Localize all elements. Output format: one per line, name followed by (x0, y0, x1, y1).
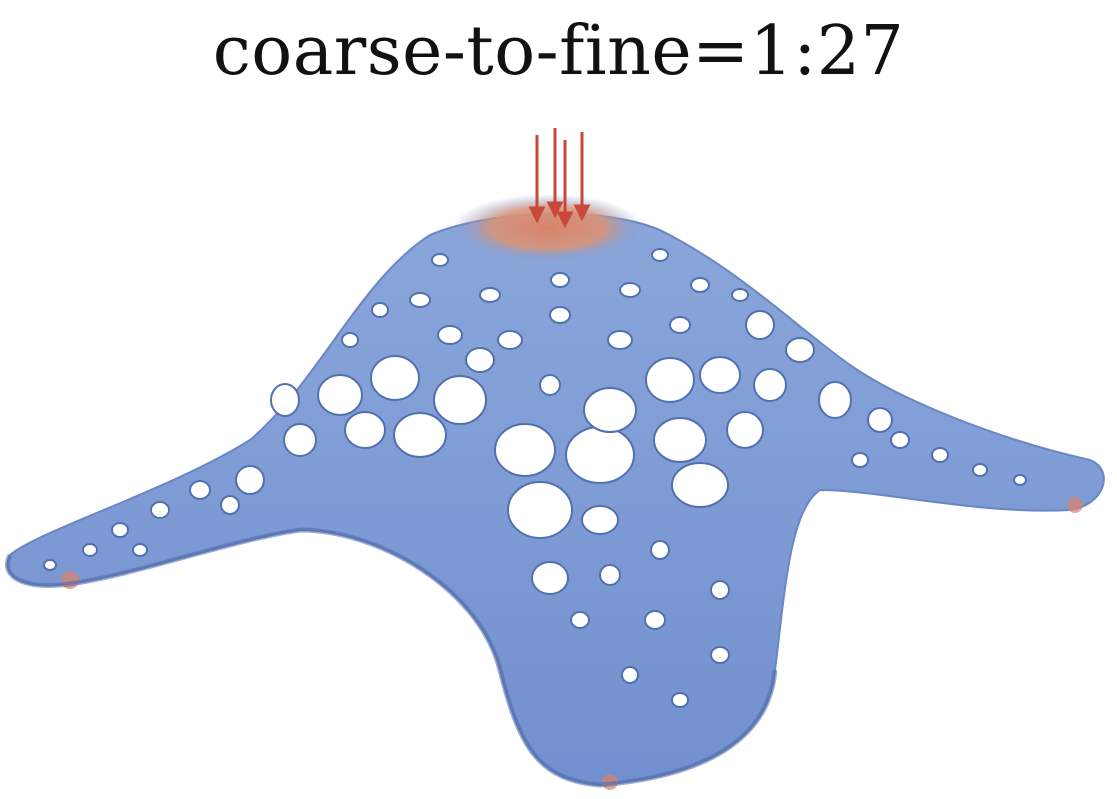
shell-edge (5, 527, 778, 788)
perforated-shell-image (5, 128, 1105, 790)
stress-hotspot (453, 194, 643, 262)
stress-spot-right (1067, 497, 1083, 513)
load-arrows (528, 128, 591, 229)
shell-render (0, 110, 1117, 799)
figure-title: coarse-to-fine=1:27 (212, 12, 905, 91)
perforation-holes (43, 248, 1027, 708)
